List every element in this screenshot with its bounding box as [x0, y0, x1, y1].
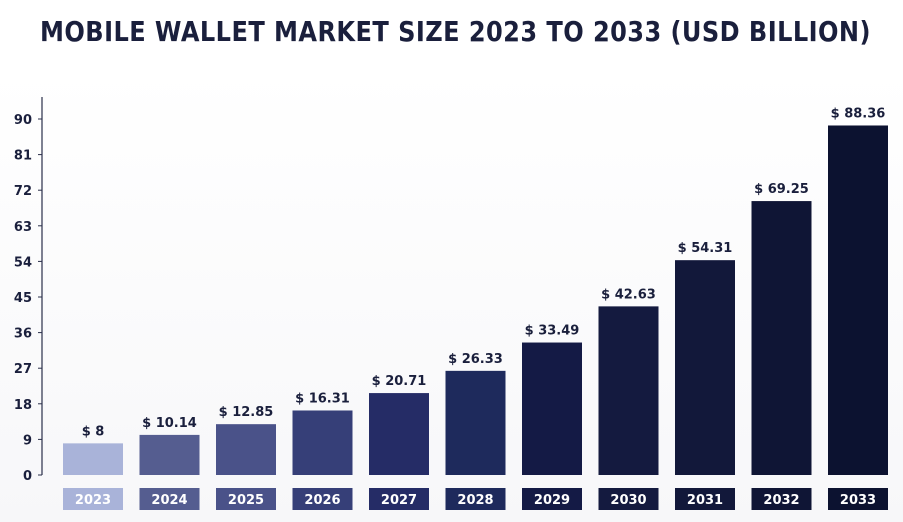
x-tick-label: 2025	[228, 493, 264, 508]
category-label-box	[139, 488, 200, 510]
x-tick-label: 2026	[304, 493, 340, 508]
category-label-box	[369, 488, 429, 510]
y-tick-label: 18	[14, 398, 32, 413]
y-tick-label: 27	[14, 362, 32, 377]
y-tick-label: 36	[14, 327, 32, 342]
bar-value-label: $ 8	[82, 424, 105, 439]
bar-value-label: $ 20.71	[372, 374, 427, 389]
y-tick-label: 63	[14, 220, 32, 235]
x-tick-label: 2030	[610, 493, 646, 508]
x-tick-label: 2027	[381, 493, 417, 508]
category-label-box	[522, 488, 582, 510]
bar	[216, 424, 276, 475]
bar	[675, 260, 735, 475]
bar	[63, 443, 123, 475]
bar-value-label: $ 12.85	[219, 405, 274, 420]
category-label-box	[292, 488, 353, 510]
category-label-box	[445, 488, 506, 510]
bar-value-label: $ 69.25	[754, 182, 809, 197]
bar-value-label: $ 42.63	[601, 287, 656, 302]
bar	[369, 393, 429, 475]
x-tick-label: 2023	[75, 493, 111, 508]
bar	[522, 342, 582, 475]
x-tick-label: 2031	[687, 493, 723, 508]
y-tick-label: 81	[14, 149, 32, 164]
bar	[445, 370, 506, 475]
bar	[751, 201, 812, 476]
bar-value-label: $ 54.31	[678, 241, 733, 256]
bar-value-label: $ 88.36	[831, 106, 886, 121]
bar-value-label: $ 10.14	[142, 416, 197, 431]
y-tick-label: 9	[23, 433, 32, 448]
x-tick-label: 2032	[763, 493, 799, 508]
category-label-box	[598, 488, 659, 510]
bar-value-label: $ 26.33	[448, 352, 503, 367]
bar	[139, 434, 200, 475]
x-tick-label: 2029	[534, 493, 570, 508]
y-tick-label: 0	[23, 469, 32, 484]
y-tick-label: 45	[14, 291, 32, 306]
bar	[292, 410, 353, 475]
bar	[828, 125, 888, 475]
category-label-box	[216, 488, 276, 510]
category-label-box	[675, 488, 735, 510]
y-tick-label: 72	[14, 184, 32, 199]
x-tick-label: 2028	[457, 493, 493, 508]
x-tick-label: 2024	[151, 493, 187, 508]
y-tick-label: 90	[14, 113, 32, 128]
category-label-box	[63, 488, 123, 510]
category-label-box	[828, 488, 888, 510]
x-tick-label: 2033	[840, 493, 876, 508]
chart-title: MOBILE WALLET MARKET SIZE 2023 TO 2033 (…	[40, 15, 871, 48]
bar	[598, 306, 659, 475]
category-label-box	[751, 488, 812, 510]
y-tick-label: 54	[14, 255, 32, 270]
bar-value-label: $ 16.31	[295, 391, 350, 406]
bar-value-label: $ 33.49	[525, 324, 580, 339]
